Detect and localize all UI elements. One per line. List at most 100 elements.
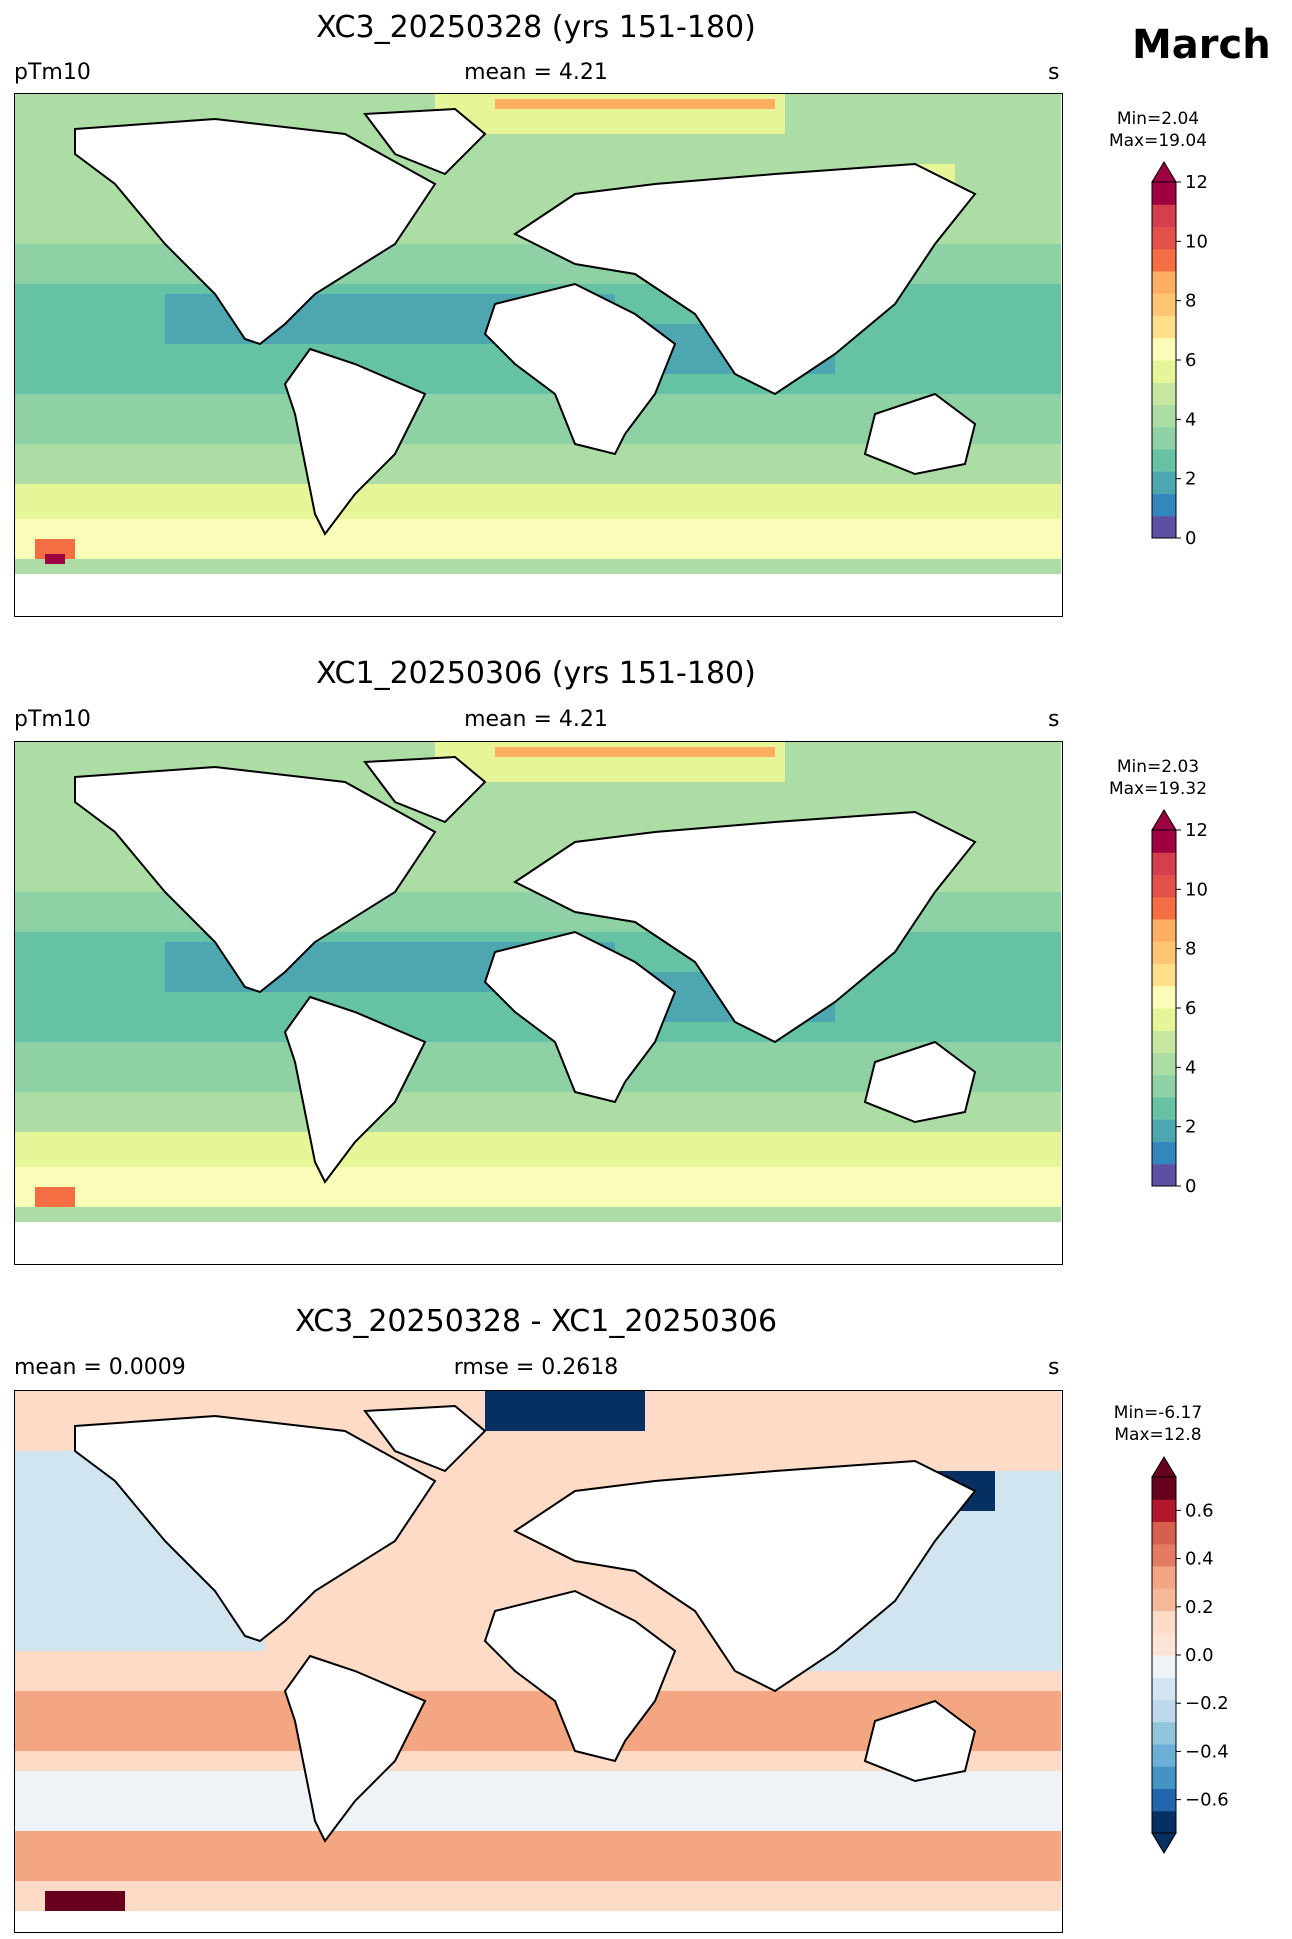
colorbar-segment xyxy=(1152,182,1176,205)
colorbar-tick-label: 4 xyxy=(1185,1057,1196,1078)
panel-3-left-label: mean = 0.0009 xyxy=(14,1355,186,1380)
colorbar-segment xyxy=(1152,1810,1176,1834)
world-map-difference xyxy=(15,1391,1061,1931)
panel-2-min-label: Min=2.03 xyxy=(1116,757,1200,777)
colorbar-segment xyxy=(1152,985,1176,1009)
colorbar-segment xyxy=(1152,1699,1176,1723)
colorbar-segment xyxy=(1152,1543,1176,1567)
panel-2-center-label: mean = 4.21 xyxy=(464,707,608,732)
colorbar-segment xyxy=(1152,1030,1176,1053)
panel-3-colorbar: 0.6 0.4 0.2 0.0 −0.2 −0.4 −0.6 xyxy=(1151,1456,1229,1854)
colorbar-tick-label: 12 xyxy=(1185,172,1208,193)
colorbar-tick-label: 0 xyxy=(1185,528,1196,549)
colorbar-segment xyxy=(1152,271,1176,294)
colorbar-segment xyxy=(1152,896,1176,920)
colorbar-segment xyxy=(1152,426,1176,450)
colorbar-segment xyxy=(1152,360,1176,383)
colorbar-segment xyxy=(1152,1499,1176,1522)
colorbar-tick-label: 2 xyxy=(1185,1117,1196,1138)
colorbar-segment xyxy=(1152,1008,1176,1031)
colorbar-segment xyxy=(1152,1119,1176,1142)
month-label: March xyxy=(1132,22,1271,68)
colorbar-tick-label: 8 xyxy=(1185,291,1196,312)
panel-2-units-label: s xyxy=(1048,707,1060,732)
colorbar-tick-label: 0.2 xyxy=(1185,1597,1214,1618)
colorbar-tick-label: 0.0 xyxy=(1185,1645,1214,1666)
panel-3-min-label: Min=-6.17 xyxy=(1113,1403,1203,1423)
colorbar-segment xyxy=(1152,874,1176,898)
colorbar-tick-label: −0.4 xyxy=(1185,1741,1229,1762)
colorbar-segment xyxy=(1152,1610,1176,1634)
colorbar-tick-label: 6 xyxy=(1185,998,1196,1019)
colorbar-tick-label: 6 xyxy=(1185,350,1196,371)
colorbar-segment xyxy=(1152,404,1176,428)
colorbar-segment xyxy=(1152,337,1176,361)
panel-3-map xyxy=(14,1390,1063,1933)
colorbar-segment xyxy=(1152,1477,1176,1500)
colorbar-extend-min-arrow xyxy=(1151,1832,1177,1854)
colorbar-segment xyxy=(1152,515,1176,539)
colorbar-segment xyxy=(1152,1744,1176,1767)
panel-1-map xyxy=(14,93,1063,617)
colorbar-segment xyxy=(1152,941,1176,964)
colorbar-segment xyxy=(1152,1074,1176,1098)
panel-1-left-label: pTm10 xyxy=(14,60,91,85)
colorbar-tick-label: 10 xyxy=(1185,231,1208,252)
colorbar-extend-max-arrow xyxy=(1151,809,1177,831)
panel-3-units-label: s xyxy=(1048,1355,1060,1380)
panel-3-center-label: rmse = 0.2618 xyxy=(453,1355,619,1380)
colorbar-segment xyxy=(1152,315,1176,339)
colorbar-segment xyxy=(1152,1766,1176,1789)
panel-2-map xyxy=(14,741,1063,1265)
panel-1-colorbar: 0 2 4 6 8 10 12 xyxy=(1151,161,1208,549)
panel-1-min-label: Min=2.04 xyxy=(1116,109,1200,129)
colorbar-extend-max-arrow xyxy=(1151,1456,1177,1478)
colorbar-segment xyxy=(1152,204,1176,227)
colorbar-segment xyxy=(1152,919,1176,942)
colorbar-tick-label: 0 xyxy=(1185,1176,1196,1197)
colorbar-extend-max-arrow xyxy=(1151,161,1177,183)
colorbar-segment xyxy=(1152,963,1176,987)
colorbar-segment xyxy=(1152,1141,1176,1165)
colorbar-segment xyxy=(1152,1052,1176,1076)
colorbar-segment xyxy=(1152,471,1176,494)
colorbar-segment xyxy=(1152,1097,1176,1120)
colorbar-tick-label: 2 xyxy=(1185,469,1196,490)
colorbar-tick-label: −0.6 xyxy=(1185,1790,1229,1811)
panel-1-center-label: mean = 4.21 xyxy=(464,60,608,85)
colorbar-segment xyxy=(1152,1655,1176,1678)
colorbar-segment xyxy=(1152,293,1176,316)
panel-2-title: XC1_20250306 (yrs 151-180) xyxy=(316,656,756,691)
colorbar-segment xyxy=(1152,449,1176,472)
world-map-pTm10-xc3 xyxy=(15,94,1061,615)
colorbar-segment xyxy=(1152,1632,1176,1656)
colorbar-segment xyxy=(1152,1677,1176,1700)
colorbar-segment xyxy=(1152,1566,1176,1589)
colorbar-tick-label: −0.2 xyxy=(1185,1693,1229,1714)
panel-2-left-label: pTm10 xyxy=(14,707,91,732)
panel-3-max-label: Max=12.8 xyxy=(1114,1425,1202,1445)
panel-1-units-label: s xyxy=(1048,60,1060,85)
colorbar-tick-label: 10 xyxy=(1185,879,1208,900)
colorbar-segment xyxy=(1152,1521,1176,1545)
colorbar-segment xyxy=(1152,852,1176,875)
colorbar-tick-label: 4 xyxy=(1185,409,1196,430)
colorbar-tick-label: 0.4 xyxy=(1185,1549,1214,1570)
colorbar-segment xyxy=(1152,493,1176,517)
panel-2-colorbar: 0 2 4 6 8 10 12 xyxy=(1151,809,1208,1197)
colorbar-segment xyxy=(1152,382,1176,405)
panel-1-title: XC3_20250328 (yrs 151-180) xyxy=(316,10,756,45)
colorbar-tick-label: 8 xyxy=(1185,939,1196,960)
colorbar-tick-label: 0.6 xyxy=(1185,1500,1214,1521)
world-map-pTm10-xc1 xyxy=(15,742,1061,1263)
colorbar-segment xyxy=(1152,830,1176,853)
colorbar-segment xyxy=(1152,1588,1176,1611)
colorbar-segment xyxy=(1152,1721,1176,1745)
panel-1-max-label: Max=19.04 xyxy=(1108,131,1208,151)
panel-2-max-label: Max=19.32 xyxy=(1108,779,1208,799)
panel-3-title: XC3_20250328 - XC1_20250306 xyxy=(294,1304,778,1339)
colorbar-segment xyxy=(1152,1788,1176,1812)
colorbar-tick-label: 12 xyxy=(1185,820,1208,841)
colorbar-segment xyxy=(1152,226,1176,250)
colorbar-segment xyxy=(1152,1163,1176,1187)
